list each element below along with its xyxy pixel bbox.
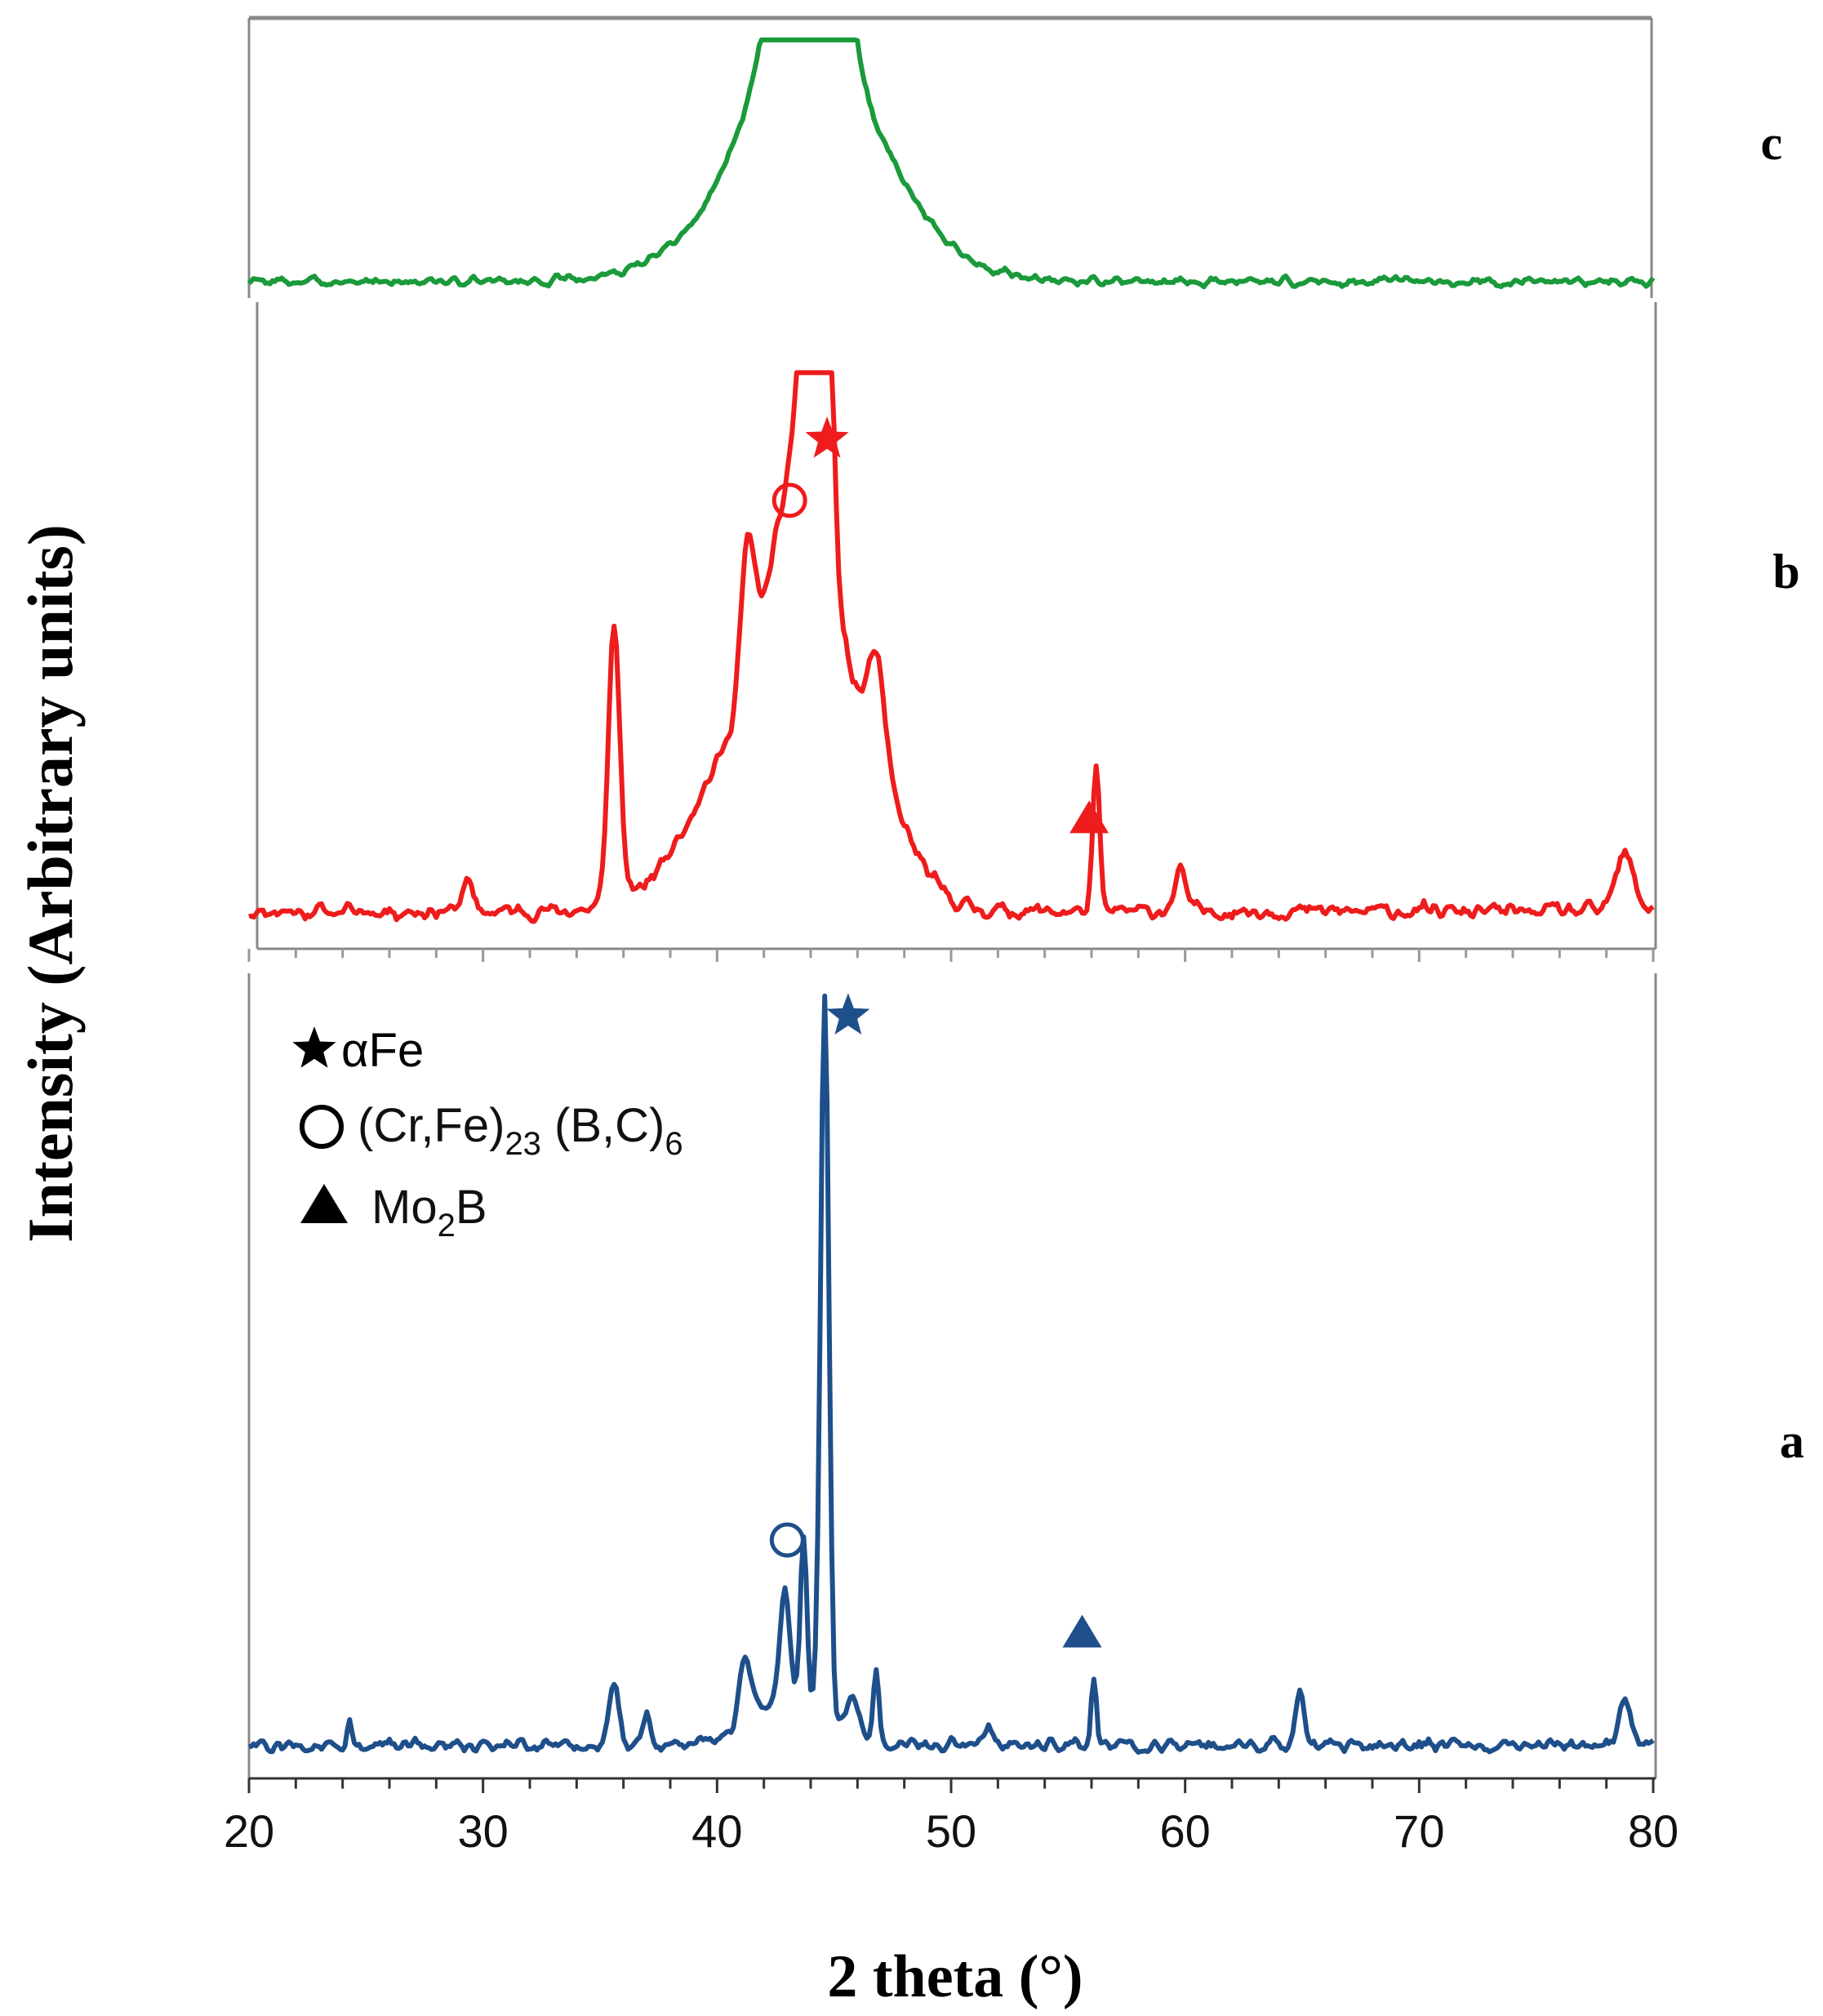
x-tick-label: 60: [1160, 1805, 1211, 1857]
panel-b-frame: [256, 302, 1657, 950]
x-tick-labels: 20 30 40 50 60 70 80: [224, 1805, 1678, 1857]
legend-triangle-icon: [300, 1184, 348, 1223]
legend-star-icon: [292, 1026, 336, 1068]
legend-label-alpha-fe: αFe: [341, 1024, 424, 1077]
peak-marker-circle-a: [769, 1522, 805, 1558]
peak-marker-triangle-a: [1062, 1614, 1102, 1648]
peak-marker-star-b: [805, 416, 849, 458]
panel-c-frame: [247, 16, 1653, 298]
series-a-line: [248, 993, 1655, 1755]
x-tick-label: 30: [458, 1805, 509, 1857]
x-tick-label: 70: [1394, 1805, 1444, 1857]
x-tick-label: 20: [224, 1805, 274, 1857]
peak-marker-triangle-b: [1069, 800, 1109, 834]
panel-b-ticks: [247, 949, 1655, 962]
x-tick-label: 40: [691, 1805, 742, 1857]
legend-label-carbide: (Cr,Fe)23 (B,C)6: [358, 1099, 683, 1162]
legend-label-mo2b: Mo2B: [371, 1181, 487, 1244]
y-axis-title: Intensity (Arbitrary units): [15, 524, 86, 1243]
x-tick-label: 50: [926, 1805, 976, 1857]
series-c-line: [247, 37, 1656, 290]
peak-markers: [769, 416, 1109, 1648]
series-b-line: [248, 370, 1655, 924]
x-axis-ticks: [247, 1778, 1655, 1793]
legend: αFe (Cr,Fe)23 (B,C)6 Mo2B: [292, 1024, 683, 1244]
x-axis-title: 2 theta (°): [827, 1943, 1083, 2010]
peak-marker-star-a: [826, 993, 870, 1035]
panel-label-b: b: [1772, 545, 1799, 599]
panel-label-a: a: [1780, 1414, 1804, 1468]
panel-label-c: c: [1761, 116, 1783, 170]
peak-marker-circle-b: [771, 483, 807, 518]
legend-circle-icon: [300, 1105, 344, 1149]
panel-a-frame: [247, 973, 1657, 1780]
x-tick-label: 80: [1628, 1805, 1678, 1857]
